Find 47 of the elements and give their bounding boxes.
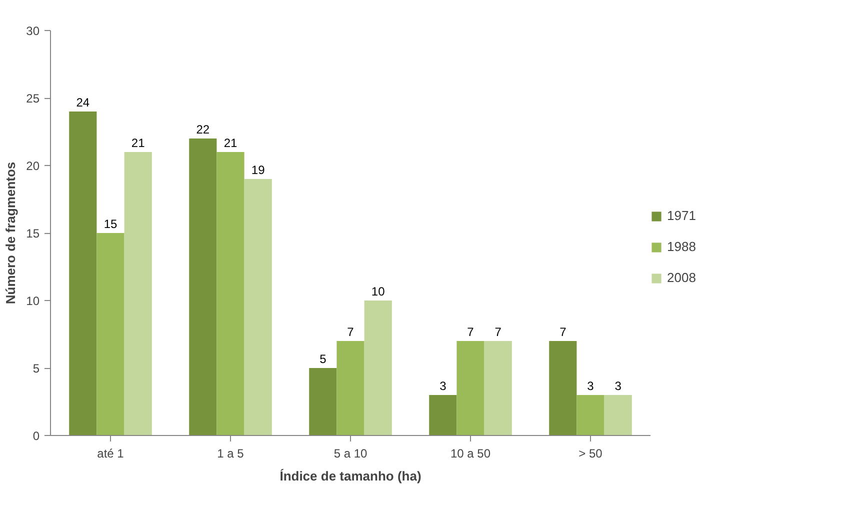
bar: [69, 112, 97, 436]
data-label: 15: [104, 217, 118, 231]
data-label: 7: [347, 325, 354, 339]
data-label: 24: [76, 96, 90, 110]
bar: [124, 152, 152, 436]
data-label: 19: [251, 163, 266, 177]
y-tick-label: 30: [26, 24, 40, 38]
x-tick-label: até 1: [97, 446, 124, 460]
bar: [309, 368, 337, 436]
bar: [484, 341, 512, 436]
bar: [96, 233, 124, 436]
legend-label: 2008: [667, 270, 696, 285]
data-label: 7: [467, 325, 474, 339]
legend-label: 1988: [667, 239, 696, 254]
x-tick-label: > 50: [578, 446, 603, 460]
data-label: 3: [587, 379, 594, 393]
y-tick-label: 15: [26, 226, 40, 240]
y-tick-label: 5: [32, 362, 40, 376]
data-label: 10: [371, 284, 386, 298]
y-axis-title: Número de fragmentos: [3, 162, 18, 304]
data-label: 3: [440, 379, 447, 393]
data-label: 22: [196, 122, 210, 136]
y-tick-label: 25: [26, 92, 40, 106]
data-label: 3: [614, 379, 622, 393]
bar: [364, 300, 392, 436]
bar: [189, 138, 217, 436]
y-tick-label: 20: [26, 159, 40, 173]
y-tick-label: 10: [26, 294, 40, 308]
bar: [549, 341, 577, 436]
bar: [604, 395, 632, 436]
bar: [244, 179, 272, 436]
bar: [336, 341, 364, 436]
y-tick-label: 0: [32, 429, 40, 443]
bar: [216, 152, 244, 436]
x-tick-label: 5 a 10: [334, 446, 368, 460]
data-label: 21: [131, 136, 146, 150]
bar: [429, 395, 457, 436]
x-axis-title: Índice de tamanho (ha): [280, 468, 422, 484]
data-label: 5: [320, 352, 327, 366]
x-tick-label: 1 a 5: [217, 446, 244, 460]
x-tick-label: 10 a 50: [450, 446, 491, 460]
data-label: 7: [494, 325, 502, 339]
data-label: 7: [560, 325, 567, 339]
bar: [576, 395, 604, 436]
data-label: 21: [224, 136, 238, 150]
bar: [456, 341, 484, 436]
legend-label: 1971: [667, 208, 696, 223]
